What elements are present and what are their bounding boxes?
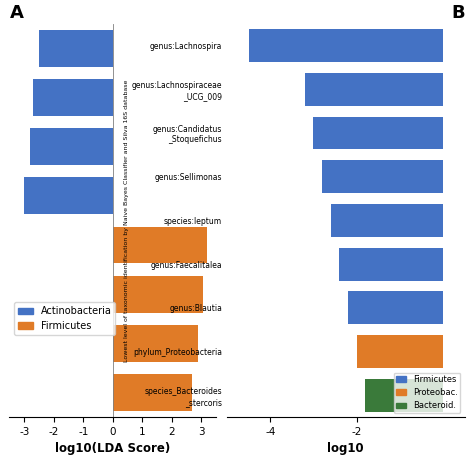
Text: B: B — [451, 4, 465, 22]
Bar — [365, 379, 443, 411]
Bar — [348, 292, 443, 324]
Bar — [322, 160, 443, 193]
Bar — [113, 276, 203, 313]
Bar — [113, 374, 192, 411]
Bar — [30, 128, 113, 165]
Bar — [24, 177, 113, 214]
Legend: Firmicutes, Proteobac., Bacteroid.: Firmicutes, Proteobac., Bacteroid. — [394, 373, 460, 413]
Legend: Actinobacteria, Firmicutes: Actinobacteria, Firmicutes — [14, 302, 115, 335]
Bar — [339, 248, 443, 281]
Bar — [39, 30, 113, 67]
Bar — [356, 335, 443, 368]
X-axis label: log10(LDA Score): log10(LDA Score) — [55, 442, 170, 456]
Y-axis label: Lowest level of taxonomic identification by Naive Bayes Classifier and Silva 16S: Lowest level of taxonomic identification… — [124, 79, 129, 362]
Bar — [249, 29, 443, 62]
Text: A: A — [9, 4, 23, 22]
Bar — [113, 227, 207, 264]
Bar — [331, 204, 443, 237]
Bar — [33, 79, 113, 116]
Bar — [305, 73, 443, 106]
Bar — [313, 117, 443, 149]
Bar — [113, 325, 198, 362]
X-axis label: log10: log10 — [328, 442, 364, 456]
